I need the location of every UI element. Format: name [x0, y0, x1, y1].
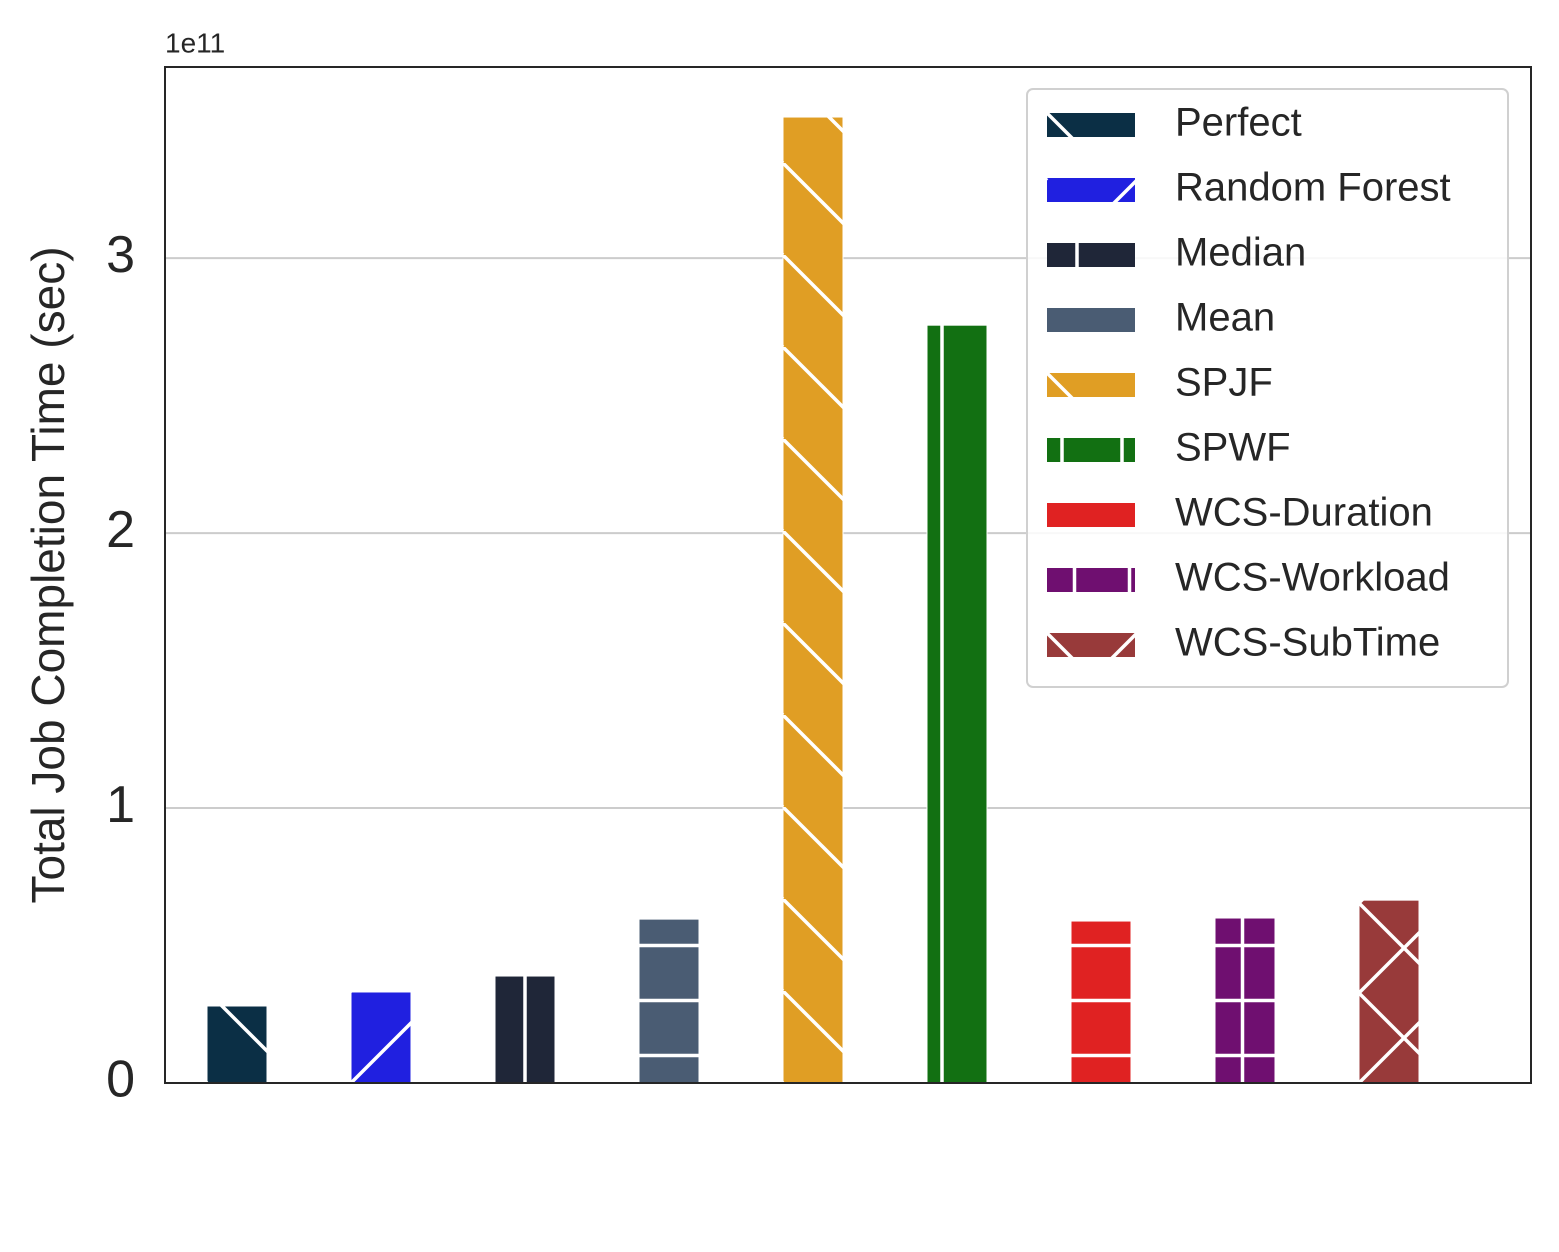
legend-label: WCS-Workload: [1175, 556, 1450, 600]
bar: [1214, 917, 1276, 1084]
legend-swatch: [1047, 438, 1135, 462]
bar: [1358, 899, 1420, 1084]
bar: [494, 975, 556, 1084]
legend-box: [1026, 88, 1509, 688]
legend-swatch: [1047, 178, 1135, 202]
legend-label: Perfect: [1175, 101, 1302, 145]
legend: Perfect Random Forest Median Mean SPJF SPWF WC…: [1026, 88, 1509, 688]
bar: [638, 918, 700, 1084]
bar: [926, 324, 988, 1084]
legend-label: SPWF: [1175, 426, 1291, 470]
legend-swatch: [1047, 633, 1135, 657]
plot-frame: [164, 66, 1532, 1084]
legend-swatch: [1047, 373, 1135, 397]
legend-label: WCS-SubTime: [1175, 621, 1440, 665]
y-tick-label: 1: [106, 776, 135, 834]
legend-swatch: [1047, 113, 1135, 137]
legend-label: WCS-Duration: [1175, 491, 1433, 535]
legend-swatch: [1047, 243, 1135, 267]
bar: [1070, 920, 1132, 1084]
legend-swatch: [1047, 568, 1135, 592]
bar: [350, 991, 412, 1084]
legend-label: Random Forest: [1175, 166, 1451, 210]
y-tick-label: 0: [106, 1051, 135, 1109]
y-axis-label: Total Job Completion Time (sec): [22, 246, 74, 903]
bar: [782, 116, 844, 1084]
legend-label: Mean: [1175, 296, 1275, 340]
offset-text: 1e11: [165, 27, 225, 58]
bar: [206, 1005, 268, 1084]
y-tick-label: 2: [106, 501, 135, 559]
legend-swatch: [1047, 308, 1135, 332]
legend-label: SPJF: [1175, 361, 1273, 405]
legend-swatch: [1047, 503, 1135, 527]
legend-label: Median: [1175, 231, 1306, 275]
y-tick-label: 3: [106, 226, 135, 284]
